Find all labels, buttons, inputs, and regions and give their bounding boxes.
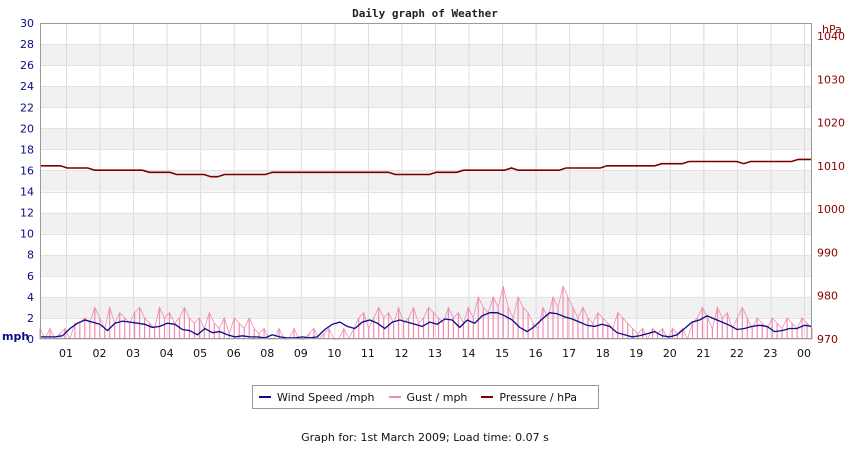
grid-band [40,128,812,150]
x-tick-label: 18 [596,347,610,360]
wind-speed-swatch [259,396,271,398]
left-tick-label: 22 [20,101,34,114]
chart-legend: Wind Speed /mph Gust / mph Pressure / hP… [252,385,599,409]
series-layer [39,158,813,341]
right-tick-label: 1020 [817,117,845,130]
x-tick-label: 13 [428,347,442,360]
left-tick-label: 4 [27,291,34,304]
grid-band [40,254,812,276]
plot-background [40,23,812,339]
legend-item-gust: Gust / mph [388,390,468,404]
legend-item-wind-speed: Wind Speed /mph [259,391,375,404]
grid-lines [40,23,812,340]
x-tick-label: 11 [361,347,375,360]
left-tick-label: 28 [20,38,34,51]
x-tick-label: 09 [294,347,308,360]
left-tick-label: 8 [27,249,34,262]
x-tick-label: 06 [227,347,241,360]
grid-band [40,170,812,192]
chart-title: Daily graph of Weather [352,7,498,20]
x-tick-label: 20 [663,347,677,360]
left-tick-label: 20 [20,122,34,135]
x-tick-label: 19 [629,347,643,360]
x-tick-label: 03 [126,347,140,360]
x-tick-label: 21 [696,347,710,360]
left-tick-label: 2 [27,312,34,325]
x-tick-label: 00 [797,347,811,360]
left-tick-label: 26 [20,59,34,72]
left-tick-label: 6 [27,270,34,283]
graph-footer: Graph for: 1st March 2009; Load time: 0.… [301,431,549,444]
right-axis-unit: hPa [822,23,842,36]
x-tick-label: 01 [59,347,73,360]
weather-chart: 0246810121416182022242628309709809901000… [2,7,845,360]
pressure-swatch [481,396,494,398]
axes: 0246810121416182022242628309709809901000… [20,17,845,360]
wind-speed-line [40,312,813,339]
right-tick-label: 1040 [817,30,845,43]
left-tick-label: 18 [20,143,34,156]
pressure-line [40,158,812,178]
x-tick-label: 02 [93,347,107,360]
x-tick-label: 17 [562,347,576,360]
left-tick-label: 24 [20,80,34,93]
x-tick-label: 12 [394,347,408,360]
left-tick-label: 0 [27,333,34,346]
left-tick-label: 16 [20,164,34,177]
x-tick-label: 14 [462,347,476,360]
grid-band [40,44,812,66]
left-tick-label: 12 [20,207,34,220]
x-tick-label: 15 [495,347,509,360]
grid-band [40,212,812,234]
right-tick-label: 990 [817,246,838,259]
left-tick-label: 14 [20,186,34,199]
right-tick-label: 970 [817,333,838,346]
gust-swatch [388,396,401,398]
x-tick-label: 08 [260,347,274,360]
legend-label-wind-speed: Wind Speed /mph [277,390,375,404]
x-tick-label: 10 [327,347,341,360]
plot-frame [40,23,812,339]
right-tick-label: 1000 [817,203,845,216]
grid-band [40,296,812,318]
legend-item-pressure: Pressure / hPa [481,391,577,404]
right-tick-label: 1010 [817,160,845,173]
right-tick-label: 980 [817,290,838,303]
x-tick-label: 05 [193,347,207,360]
left-tick-label: 30 [20,17,34,30]
x-tick-label: 22 [730,347,744,360]
x-tick-label: 04 [160,347,174,360]
x-tick-label: 16 [529,347,543,360]
left-axis-unit: mph [2,330,29,343]
legend-label-gust: Gust / mph [406,390,468,404]
x-tick-label: 23 [763,347,777,360]
legend-label-pressure: Pressure / hPa [499,390,577,404]
grid-band [40,86,812,108]
right-tick-label: 1030 [817,73,845,86]
left-tick-label: 10 [20,228,34,241]
